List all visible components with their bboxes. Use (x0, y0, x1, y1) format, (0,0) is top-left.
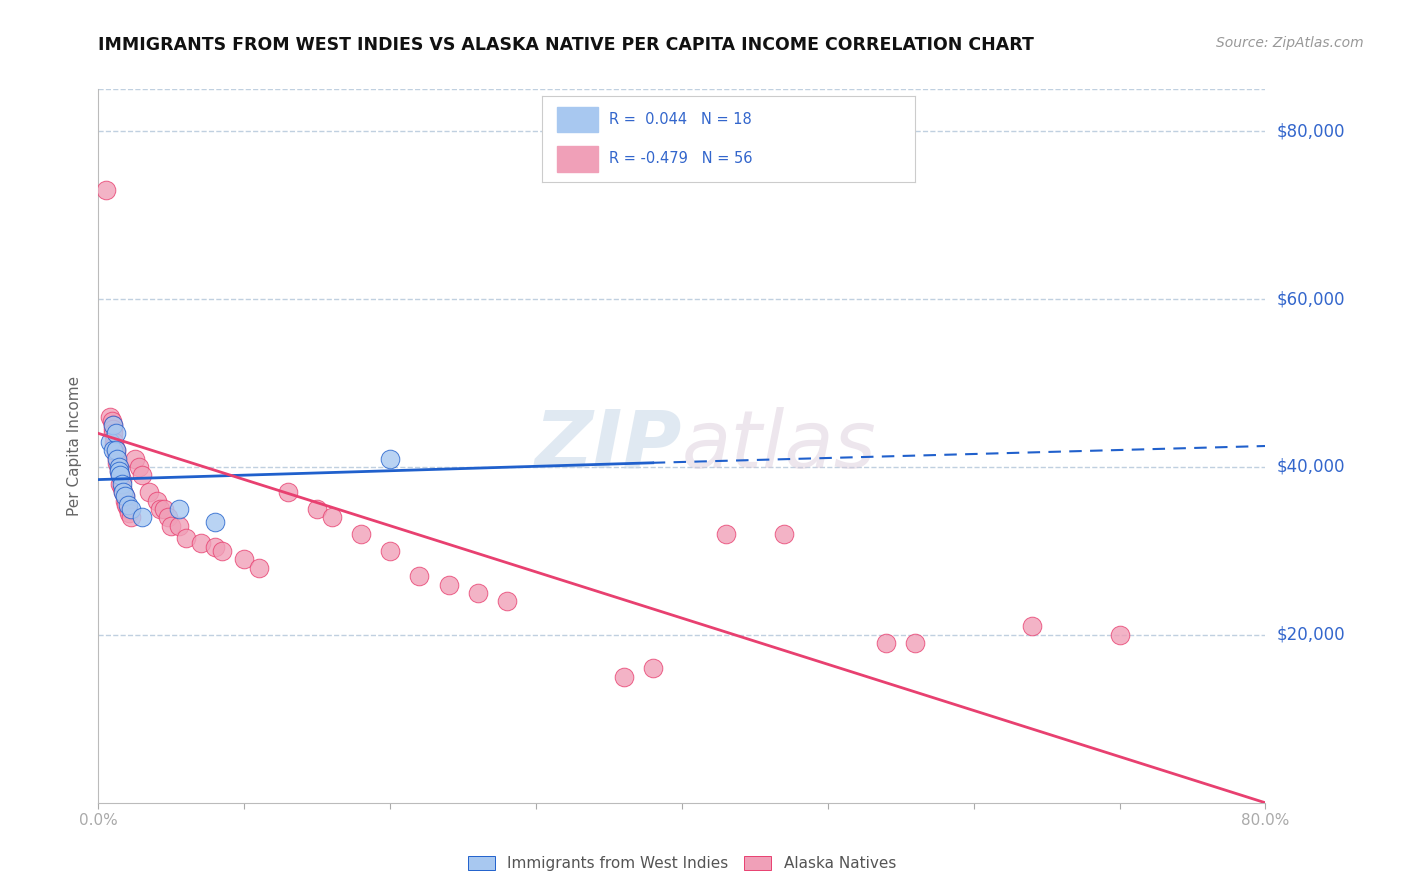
Legend: Immigrants from West Indies, Alaska Natives: Immigrants from West Indies, Alaska Nati… (461, 850, 903, 877)
Point (114, 489, 136, 503)
Point (108, 464, 131, 478)
Point (114, 489, 136, 503)
Point (117, 498, 139, 512)
Point (110, 468, 132, 483)
Point (128, 460, 150, 475)
Point (115, 498, 138, 512)
Point (120, 510, 142, 524)
Text: $60,000: $60,000 (1277, 290, 1346, 308)
Point (875, 636, 897, 650)
Point (101, 443, 124, 458)
Point (98, 434, 121, 449)
Text: atlas: atlas (682, 407, 877, 485)
Point (641, 661, 664, 675)
Point (103, 439, 125, 453)
Point (204, 540, 226, 554)
Text: ZIP: ZIP (534, 407, 682, 485)
Point (120, 502, 142, 516)
Point (117, 502, 139, 516)
Point (108, 460, 131, 475)
Point (108, 464, 131, 478)
Point (378, 544, 402, 558)
Point (103, 434, 125, 449)
Point (247, 560, 270, 574)
Point (149, 502, 172, 516)
Point (233, 552, 256, 566)
Point (467, 586, 489, 600)
Point (211, 544, 233, 558)
Point (104, 447, 127, 461)
Y-axis label: Per Capita Income: Per Capita Income (67, 376, 83, 516)
Text: Source: ZipAtlas.com: Source: ZipAtlas.com (1216, 36, 1364, 50)
Point (104, 443, 127, 458)
Text: $20,000: $20,000 (1277, 626, 1346, 644)
Point (111, 481, 134, 495)
Text: $80,000: $80,000 (1277, 122, 1346, 140)
Point (98, 409, 121, 424)
Point (94, 183, 117, 197)
Point (408, 569, 430, 583)
Point (1108, 628, 1130, 642)
Point (101, 417, 124, 432)
Text: IMMIGRANTS FROM WEST INDIES VS ALASKA NATIVE PER CAPITA INCOME CORRELATION CHART: IMMIGRANTS FROM WEST INDIES VS ALASKA NA… (98, 36, 1035, 54)
Point (204, 515, 226, 529)
Point (110, 476, 132, 491)
Point (101, 422, 124, 436)
Point (146, 493, 169, 508)
Point (612, 670, 634, 684)
Point (153, 502, 176, 516)
Point (167, 502, 190, 516)
Point (773, 527, 796, 541)
Point (100, 414, 122, 428)
Point (321, 510, 343, 524)
Point (378, 451, 402, 466)
Point (108, 460, 131, 475)
Point (105, 456, 128, 470)
Point (307, 502, 329, 516)
Point (160, 518, 183, 533)
Text: $40,000: $40,000 (1277, 458, 1346, 476)
Point (131, 468, 153, 483)
Point (118, 506, 141, 520)
Point (104, 426, 127, 441)
Point (101, 426, 124, 441)
Point (105, 451, 128, 466)
Point (350, 527, 373, 541)
Point (111, 473, 134, 487)
Point (904, 636, 927, 650)
Point (112, 485, 135, 500)
Point (437, 577, 460, 591)
Point (112, 485, 135, 500)
Point (114, 493, 136, 508)
Point (101, 417, 124, 432)
Point (111, 476, 134, 491)
Point (138, 485, 160, 500)
Point (104, 443, 127, 458)
Point (131, 510, 153, 524)
Point (157, 510, 180, 524)
Point (174, 532, 197, 546)
Point (714, 527, 737, 541)
Point (277, 485, 299, 500)
Point (1021, 619, 1043, 633)
Point (190, 535, 212, 549)
Point (124, 451, 146, 466)
Point (167, 518, 190, 533)
Point (105, 451, 128, 466)
Point (495, 594, 517, 608)
Point (110, 468, 132, 483)
